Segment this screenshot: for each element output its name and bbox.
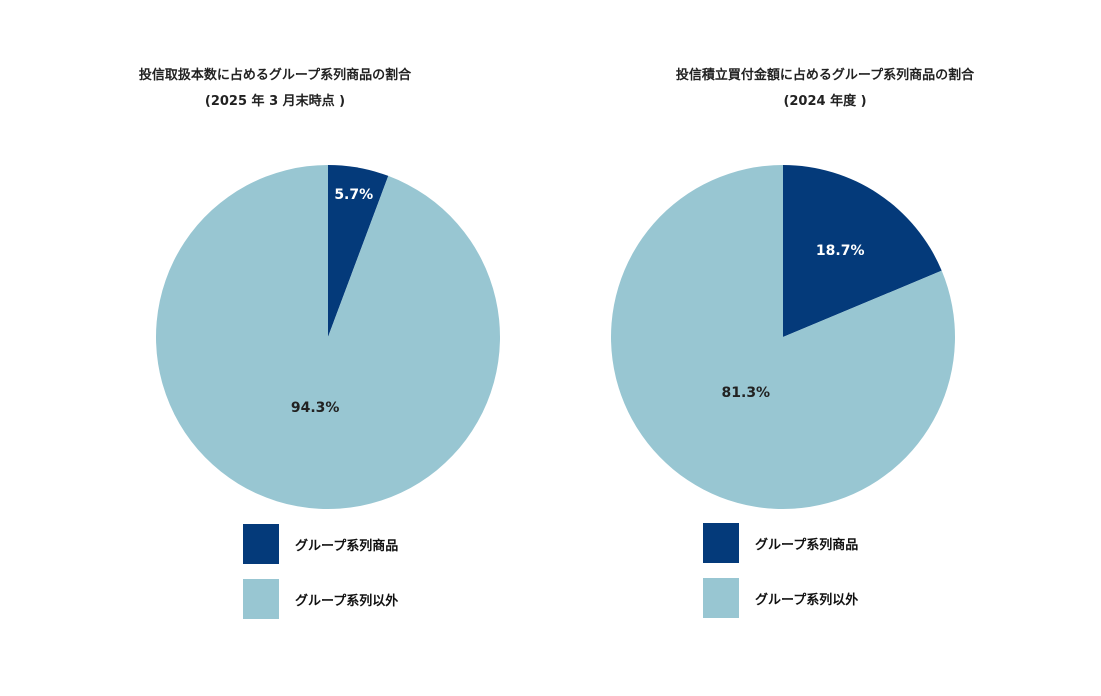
legend-label-other: グループ系列以外 bbox=[295, 594, 399, 609]
slice-label-0: 18.7% bbox=[816, 243, 865, 259]
legend-swatch-other bbox=[703, 578, 739, 618]
legend-swatch-other bbox=[243, 579, 279, 619]
slice-label-1: 94.3% bbox=[291, 400, 340, 416]
slice-label-1: 81.3% bbox=[722, 385, 771, 401]
chart-panel-purchase-amount: 投信積立買付金額に占めるグループ系列商品の割合 (2024 年度 ) 18.7%… bbox=[550, 0, 1100, 696]
pie-slice-1 bbox=[156, 165, 500, 509]
legend-label-group: グループ系列商品 bbox=[755, 538, 859, 553]
legend-item-group: グループ系列商品 bbox=[243, 524, 463, 564]
legend-swatch-group bbox=[703, 523, 739, 563]
chart-subtitle: (2025 年 3 月末時点 ) bbox=[204, 94, 346, 109]
legend-label-other: グループ系列以外 bbox=[755, 593, 859, 608]
legend-item-other: グループ系列以外 bbox=[703, 578, 923, 618]
pie-chart: 5.7% 94.3% bbox=[156, 165, 500, 509]
legend-item-group: グループ系列商品 bbox=[703, 523, 923, 563]
pie-slice-0 bbox=[783, 165, 942, 337]
legend-item-other: グループ系列以外 bbox=[243, 579, 463, 619]
slice-label-0: 5.7% bbox=[334, 187, 373, 203]
pie-chart: 18.7% 81.3% bbox=[611, 165, 955, 509]
pie-slice-0 bbox=[328, 165, 389, 337]
chart-title: 投信積立買付金額に占めるグループ系列商品の割合 bbox=[675, 68, 975, 83]
pie-slice-1 bbox=[611, 165, 955, 509]
legend-label-group: グループ系列商品 bbox=[295, 539, 399, 554]
chart-title: 投信取扱本数に占めるグループ系列商品の割合 bbox=[138, 68, 412, 83]
chart-subtitle: (2024 年度 ) bbox=[783, 94, 867, 109]
chart-panel-fund-count: 投信取扱本数に占めるグループ系列商品の割合 (2025 年 3 月末時点 ) 5… bbox=[0, 0, 550, 696]
legend-swatch-group bbox=[243, 524, 279, 564]
